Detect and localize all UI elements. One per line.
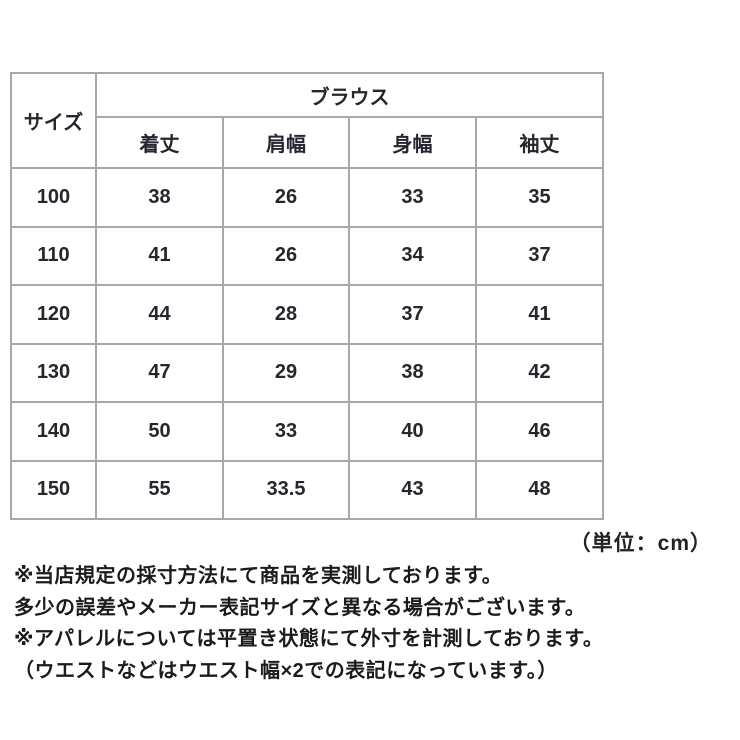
value-cell: 46 xyxy=(475,401,604,462)
table-row: 100 38 26 33 35 xyxy=(10,167,604,228)
value-cell: 29 xyxy=(222,342,350,403)
size-column-header: サイズ xyxy=(10,72,97,169)
value-cell: 50 xyxy=(95,401,224,462)
size-cell: 100 xyxy=(10,167,97,228)
table-row: 130 47 29 38 42 xyxy=(10,342,604,403)
note-line: ※アパレルについては平置き状態にて外寸を計測しております。 xyxy=(14,628,604,650)
value-cell: 37 xyxy=(348,284,477,345)
value-cell: 33 xyxy=(348,167,477,228)
table-header-row-product: サイズ ブラウス xyxy=(10,72,604,169)
size-cell: 120 xyxy=(10,284,97,345)
table-row: 110 41 26 34 37 xyxy=(10,225,604,286)
value-cell: 28 xyxy=(222,284,350,345)
size-cell: 130 xyxy=(10,342,97,403)
value-cell: 38 xyxy=(348,342,477,403)
measurement-notes: ※当店規定の採寸方法にて商品を実測しております。 多少の誤差やメーカー表記サイズ… xyxy=(14,561,726,687)
value-cell: 26 xyxy=(222,225,350,286)
table-row: 150 55 33.5 43 48 xyxy=(10,459,604,520)
value-cell: 47 xyxy=(95,342,224,403)
value-cell: 42 xyxy=(475,342,604,403)
value-cell: 26 xyxy=(222,167,350,228)
value-cell: 37 xyxy=(475,225,604,286)
table-row: 140 50 33 40 46 xyxy=(10,401,604,462)
column-header-shoulder-width: 肩幅 xyxy=(222,116,350,169)
value-cell: 48 xyxy=(475,459,604,520)
product-name-header: ブラウス xyxy=(95,72,604,118)
value-cell: 33 xyxy=(222,401,350,462)
note-line: （ウエストなどはウエスト幅×2での表記になっています。） xyxy=(14,659,558,682)
value-cell: 41 xyxy=(475,284,604,345)
value-cell: 34 xyxy=(348,225,477,286)
size-cell: 110 xyxy=(10,225,97,286)
value-cell: 40 xyxy=(348,401,477,462)
column-header-body-length: 着丈 xyxy=(95,116,224,169)
value-cell: 55 xyxy=(95,459,224,520)
column-header-chest-width: 身幅 xyxy=(348,116,477,169)
size-table: サイズ ブラウス 着丈 肩幅 身幅 袖丈 100 38 26 33 35 110… xyxy=(10,72,604,520)
size-cell: 150 xyxy=(10,459,97,520)
unit-label: （単位：cm） xyxy=(569,532,712,555)
value-cell: 41 xyxy=(95,225,224,286)
table-row: 120 44 28 37 41 xyxy=(10,284,604,345)
value-cell: 35 xyxy=(475,167,604,228)
table-header-row-measures: 着丈 肩幅 身幅 袖丈 xyxy=(11,116,604,169)
value-cell: 43 xyxy=(348,459,477,520)
value-cell: 44 xyxy=(95,284,224,345)
column-header-sleeve-length: 袖丈 xyxy=(475,116,604,169)
note-line: 多少の誤差やメーカー表記サイズと異なる場合がございます。 xyxy=(14,596,586,619)
value-cell: 38 xyxy=(95,167,224,228)
size-cell: 140 xyxy=(10,401,97,462)
note-line: ※当店規定の採寸方法にて商品を実測しております。 xyxy=(14,565,503,587)
value-cell: 33.5 xyxy=(222,459,350,520)
